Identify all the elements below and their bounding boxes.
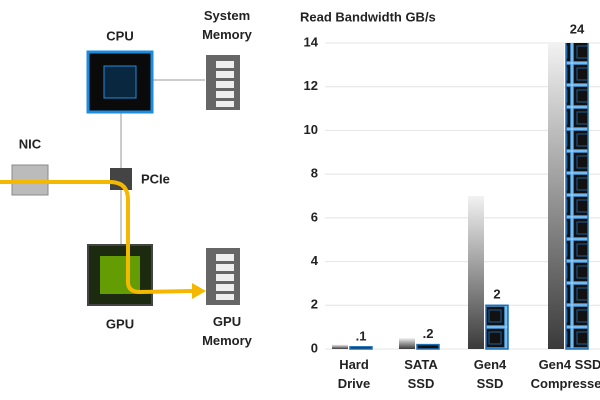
bar <box>399 338 415 349</box>
y-tick-label: 10 <box>304 122 318 137</box>
memory-cells <box>216 61 234 107</box>
bar <box>548 43 564 349</box>
chart-title: Read Bandwidth GB/s <box>300 9 436 24</box>
y-tick-label: 4 <box>311 253 319 268</box>
data-label: .2 <box>423 326 434 341</box>
node-label: GPU <box>106 316 134 331</box>
data-label: 2 <box>493 287 500 302</box>
y-tick-label: 8 <box>311 166 318 181</box>
bar <box>468 196 484 349</box>
y-tick-label: 2 <box>311 297 318 312</box>
y-tick-label: 14 <box>304 34 319 49</box>
data-label: .1 <box>356 328 367 343</box>
gpu-core <box>100 256 140 294</box>
bar <box>485 304 509 350</box>
bar <box>565 43 589 350</box>
x-tick-label: Gen4 SSDCompressed <box>531 357 600 391</box>
node-label: CPU <box>106 28 133 43</box>
y-tick-label: 12 <box>304 78 318 93</box>
diagram: CPU System Memory NIC PCIe GPU GPU Memory <box>0 8 253 348</box>
memory-cells <box>216 254 234 300</box>
data-path <box>0 180 193 295</box>
y-tick-label: 0 <box>311 340 318 355</box>
node-label: System Memory <box>202 8 253 42</box>
y-tick-label: 6 <box>311 209 318 224</box>
data-label: 24 <box>570 21 585 36</box>
plot-area <box>332 43 589 350</box>
gpu-chip <box>87 244 153 306</box>
x-tick-label: Hard Drive <box>338 357 371 391</box>
node-label: GPU Memory <box>202 314 253 348</box>
x-tick-label: SATA SSD <box>404 357 438 391</box>
node-label: NIC <box>19 136 42 151</box>
cpu-core <box>103 65 137 99</box>
bar <box>349 346 373 350</box>
x-tick-label: Gen4 SSD <box>474 357 507 391</box>
node-label: PCIe <box>141 171 170 186</box>
bar <box>332 344 348 349</box>
arrow-head <box>192 283 206 299</box>
bar <box>416 343 440 350</box>
